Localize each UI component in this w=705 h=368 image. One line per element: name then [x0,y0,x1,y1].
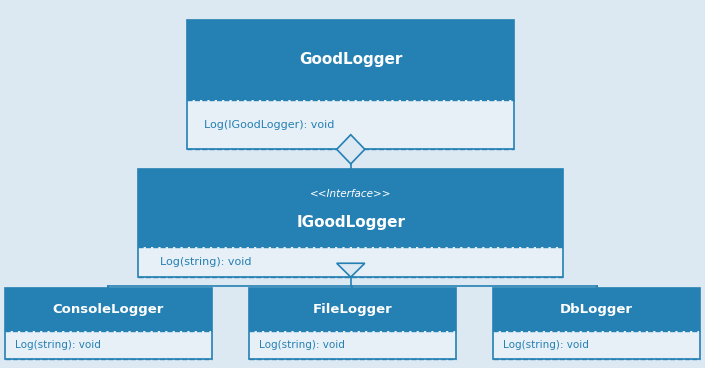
Bar [493,288,700,359]
Bar [249,288,455,359]
Bar [138,169,563,247]
Bar [188,20,514,100]
Bar [138,247,563,277]
Bar [5,288,212,359]
Polygon shape [337,135,364,164]
Text: <<Interface>>: <<Interface>> [310,189,391,199]
Bar [188,100,514,149]
Polygon shape [337,263,364,277]
Text: DbLogger: DbLogger [560,303,633,316]
Text: ConsoleLogger: ConsoleLogger [53,303,164,316]
Text: IGoodLogger: IGoodLogger [296,215,405,230]
Bar [5,331,212,359]
Bar [249,331,455,359]
Text: Log(string): void: Log(string): void [159,257,251,267]
Bar [188,20,514,149]
Text: Log(string): void: Log(string): void [259,340,345,350]
Text: Log(IGoodLogger): void: Log(IGoodLogger): void [204,120,334,130]
Bar [493,331,700,359]
Text: Log(string): void: Log(string): void [16,340,101,350]
Bar [5,288,212,331]
Text: FileLogger: FileLogger [312,303,392,316]
Text: Log(string): void: Log(string): void [503,340,589,350]
Bar [138,169,563,277]
Text: GoodLogger: GoodLogger [299,52,403,67]
Bar [249,288,455,331]
Bar [493,288,700,331]
